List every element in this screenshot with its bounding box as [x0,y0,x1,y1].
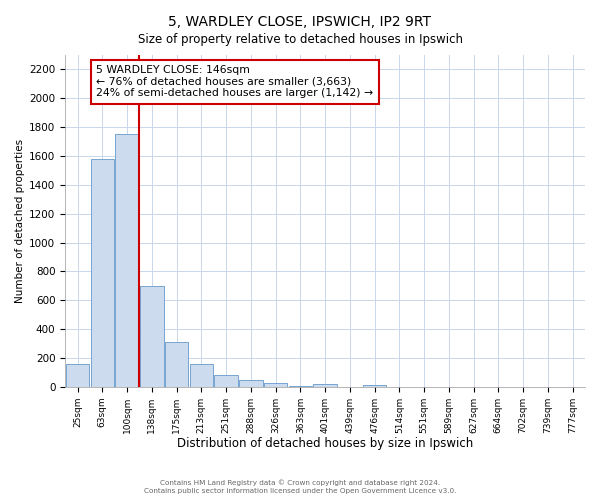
Bar [214,375,238,386]
Bar [190,364,213,386]
Text: Contains HM Land Registry data © Crown copyright and database right 2024.
Contai: Contains HM Land Registry data © Crown c… [144,480,456,494]
Text: 5, WARDLEY CLOSE, IPSWICH, IP2 9RT: 5, WARDLEY CLOSE, IPSWICH, IP2 9RT [169,15,431,29]
Text: 5 WARDLEY CLOSE: 146sqm
← 76% of detached houses are smaller (3,663)
24% of semi: 5 WARDLEY CLOSE: 146sqm ← 76% of detache… [97,65,373,98]
X-axis label: Distribution of detached houses by size in Ipswich: Distribution of detached houses by size … [177,437,473,450]
Y-axis label: Number of detached properties: Number of detached properties [15,139,25,303]
Bar [165,342,188,386]
Bar [91,159,114,386]
Bar [313,384,337,386]
Bar [239,380,263,386]
Bar [264,383,287,386]
Text: Size of property relative to detached houses in Ipswich: Size of property relative to detached ho… [137,32,463,46]
Bar [140,286,164,386]
Bar [66,364,89,386]
Bar [363,384,386,386]
Bar [115,134,139,386]
